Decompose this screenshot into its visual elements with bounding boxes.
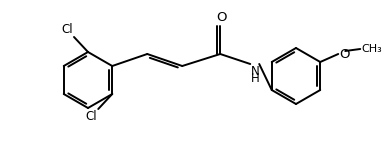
Text: N: N bbox=[251, 65, 260, 78]
Text: Cl: Cl bbox=[86, 110, 97, 123]
Text: O: O bbox=[216, 11, 227, 24]
Text: H: H bbox=[251, 72, 260, 85]
Text: CH₃: CH₃ bbox=[361, 44, 382, 54]
Text: Cl: Cl bbox=[61, 23, 73, 36]
Text: O: O bbox=[339, 48, 350, 61]
